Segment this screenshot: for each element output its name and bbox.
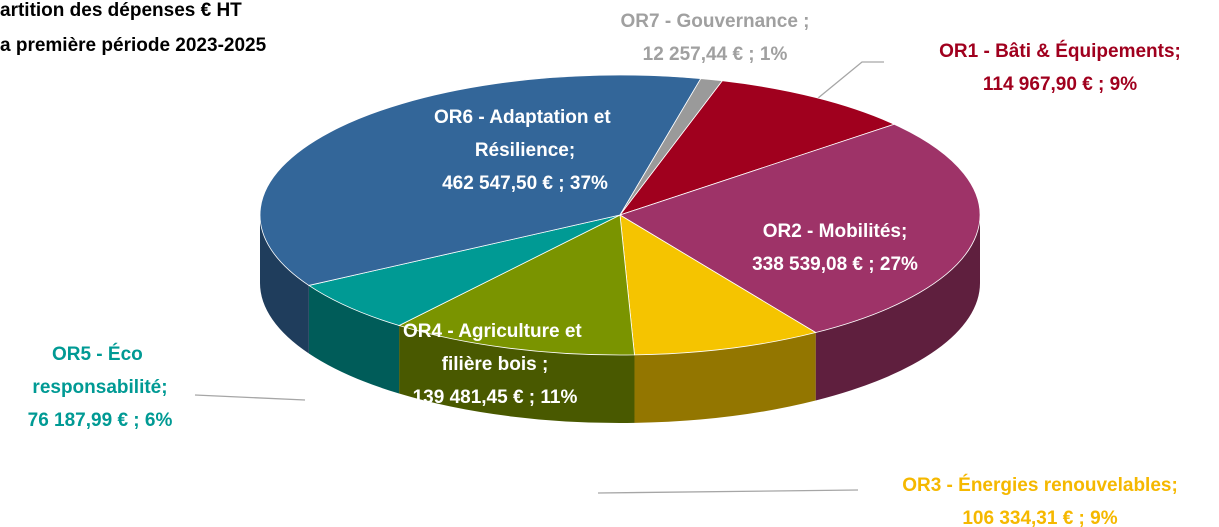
slice-label: OR7 - Gouvernance ; <box>621 11 810 32</box>
chart-title: artition des dépenses € HT <box>0 0 242 21</box>
pie-sides <box>260 215 980 424</box>
slice <box>307 214 621 326</box>
leader-line <box>597 489 859 494</box>
slice-value-label: 12 257,44 € ; 1% <box>643 44 788 65</box>
leader-line <box>811 61 884 104</box>
slice-label: OR4 - Agriculture et filière bois ; <box>403 321 587 375</box>
slice-value-label: 462 547,50 € ; 37% <box>442 173 608 194</box>
slice <box>398 214 635 356</box>
slice-side <box>308 285 400 394</box>
slice-side <box>260 215 309 354</box>
slice-side <box>815 215 980 401</box>
leader-line <box>194 394 306 401</box>
slice <box>619 78 723 216</box>
slice-value-label: 106 334,31 € ; 9% <box>962 508 1117 527</box>
slice-label: OR6 - Adaptation et Résilience; <box>434 107 616 161</box>
slice-label: OR2 - Mobilités; <box>763 221 908 242</box>
slice-value-label: 76 187,99 € ; 6% <box>28 410 173 431</box>
slice-side <box>399 325 635 424</box>
slice <box>259 74 702 286</box>
slice-side <box>634 332 816 423</box>
slice-label: OR5 - Éco responsabilité; <box>32 343 167 398</box>
slice <box>618 80 896 216</box>
slice-value-label: 139 481,45 € ; 11% <box>413 387 578 408</box>
slice-value-label: 114 967,90 € ; 9% <box>983 74 1137 95</box>
slice-label: OR3 - Énergies renouvelables; <box>902 474 1178 496</box>
slice-value-label: 338 539,08 € ; 27% <box>752 254 918 275</box>
chart-subtitle: a première période 2023-2025 <box>0 35 267 56</box>
slice <box>619 214 817 356</box>
slice <box>619 123 981 333</box>
slice-label: OR1 - Bâti & Équipements; <box>939 40 1181 62</box>
